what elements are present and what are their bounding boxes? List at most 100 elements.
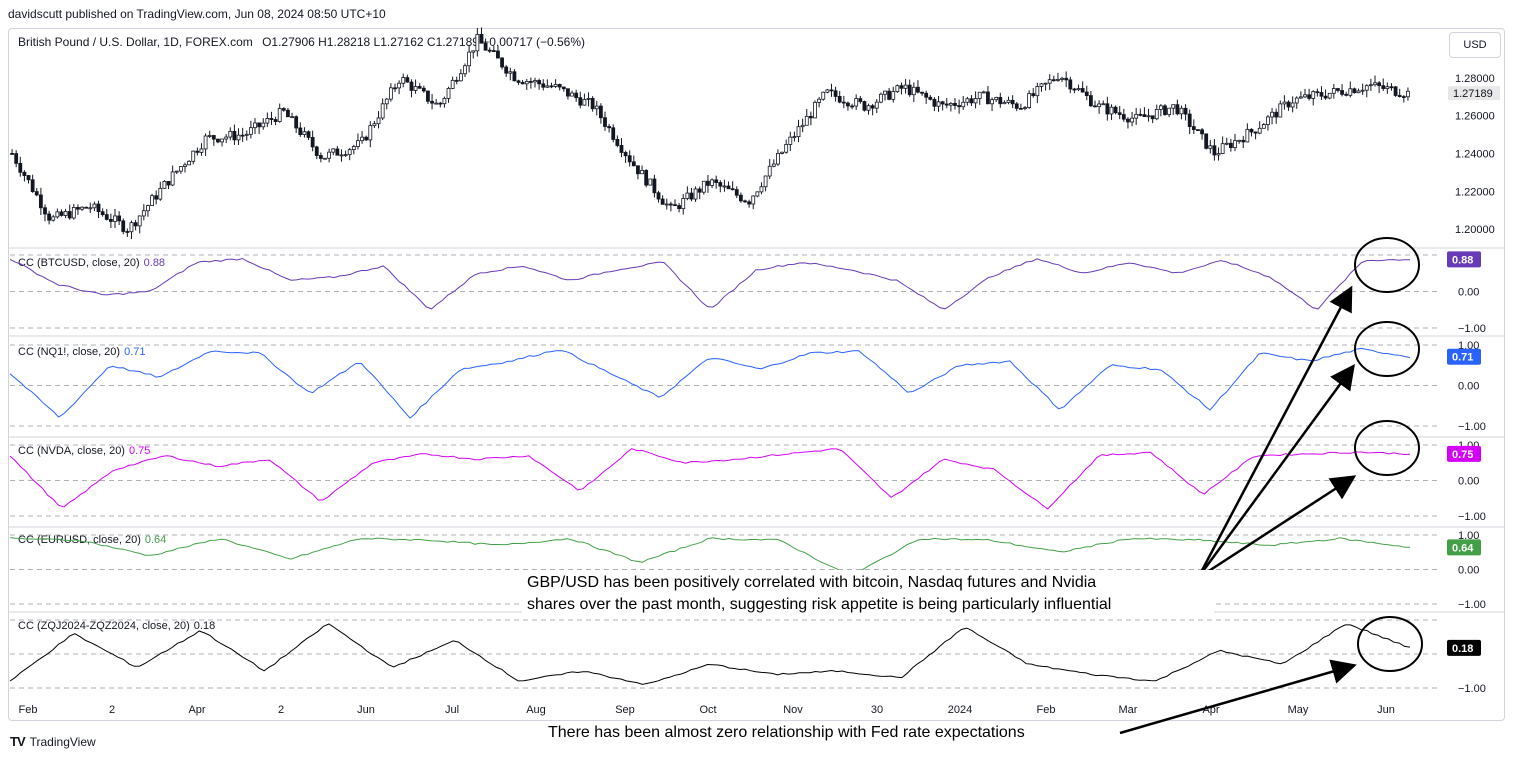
candle-body bbox=[508, 71, 513, 74]
candle-body bbox=[1105, 103, 1110, 115]
candle-body bbox=[1282, 101, 1287, 105]
candle-body bbox=[944, 103, 949, 106]
x-axis-label: Nov bbox=[783, 704, 803, 716]
candle-body bbox=[1261, 124, 1266, 129]
candle-body bbox=[677, 205, 682, 210]
btc-indicator-label[interactable]: CC (BTCUSD, close, 20) 0.88 bbox=[18, 257, 165, 269]
candle-body bbox=[1076, 88, 1081, 91]
candle-body bbox=[26, 175, 31, 181]
candle-body bbox=[652, 178, 657, 194]
candle-body bbox=[1031, 93, 1036, 97]
candle-body bbox=[1023, 107, 1027, 109]
candle-body bbox=[726, 185, 731, 190]
candle-body bbox=[236, 134, 241, 141]
candle-body bbox=[808, 115, 813, 119]
candle-body bbox=[380, 103, 385, 119]
publisher-header: davidscutt published on TradingView.com,… bbox=[8, 7, 386, 21]
candle-body bbox=[323, 157, 327, 160]
candle-body bbox=[1043, 82, 1048, 85]
candle-body bbox=[1018, 107, 1023, 110]
candle-body bbox=[541, 83, 546, 88]
nq-indicator-label[interactable]: CC (NQ1!, close, 20) 0.71 bbox=[18, 346, 146, 358]
candle-body bbox=[207, 135, 212, 137]
candle-body bbox=[516, 80, 521, 83]
candle-body bbox=[994, 97, 999, 101]
currency-button[interactable]: USD bbox=[1449, 32, 1501, 58]
candle-body bbox=[38, 194, 43, 209]
indicator-line-nq bbox=[9, 347, 1411, 419]
candle-body bbox=[257, 122, 262, 128]
candle-body bbox=[347, 149, 352, 156]
nq-label-value: 0.71 bbox=[124, 346, 146, 358]
candle-body bbox=[376, 117, 381, 125]
candle-body bbox=[113, 215, 117, 222]
candle-body bbox=[100, 211, 105, 215]
candle-body bbox=[549, 85, 554, 88]
candle-body bbox=[1088, 95, 1093, 107]
candle-body bbox=[685, 192, 690, 199]
candle-body bbox=[1307, 94, 1312, 99]
candle-body bbox=[953, 103, 957, 106]
indicator-value-tag bbox=[1447, 539, 1481, 556]
tradingview-brand[interactable]: TV TradingView bbox=[10, 734, 96, 749]
candle-body bbox=[841, 101, 846, 104]
candle-body bbox=[957, 105, 962, 108]
x-axis-label: Aug bbox=[526, 704, 546, 716]
candle-body bbox=[479, 33, 484, 44]
indicator-axis-tick: 0.00 bbox=[1458, 565, 1479, 577]
x-axis-label: 2024 bbox=[948, 704, 972, 716]
candle-body bbox=[174, 170, 179, 173]
candle-body bbox=[88, 207, 93, 210]
annotation-arrow bbox=[1197, 475, 1357, 580]
fed-indicator-label[interactable]: CC (ZQJ2024-ZQZ2024, close, 20) 0.18 bbox=[18, 620, 215, 632]
candle-body bbox=[298, 127, 303, 135]
candle-body bbox=[1171, 104, 1176, 109]
brand-name: TradingView bbox=[29, 734, 96, 749]
candle-body bbox=[393, 87, 397, 90]
nq-label-text: CC (NQ1!, close, 20) bbox=[18, 346, 121, 358]
symbol-line[interactable]: British Pound / U.S. Dollar, 1D, FOREX.c… bbox=[18, 35, 585, 49]
candle-body bbox=[417, 86, 422, 89]
candle-body bbox=[187, 160, 192, 166]
candle-body bbox=[883, 90, 887, 95]
candle-body bbox=[1167, 107, 1172, 115]
candle-body bbox=[1035, 86, 1040, 97]
candle-body bbox=[759, 186, 764, 193]
candle-body bbox=[265, 118, 270, 124]
candle-body bbox=[442, 97, 447, 105]
candle-body bbox=[623, 152, 628, 157]
candle-body bbox=[137, 215, 142, 227]
candle-body bbox=[1228, 142, 1233, 149]
candle-body bbox=[1274, 111, 1279, 118]
price-axis-tick: 1.20000 bbox=[1455, 224, 1495, 236]
candle-body bbox=[636, 165, 640, 175]
candle-body bbox=[730, 188, 735, 191]
candle-body bbox=[1142, 114, 1147, 118]
candle-body bbox=[668, 203, 673, 206]
symbol-name[interactable]: British Pound / U.S. Dollar, 1D, FOREX.c… bbox=[18, 35, 253, 49]
indicator-axis-tick: 0.00 bbox=[1458, 381, 1479, 393]
candle-body bbox=[673, 204, 677, 207]
candle-body bbox=[936, 101, 941, 107]
candle-body bbox=[1389, 86, 1394, 89]
candle-body bbox=[611, 127, 616, 140]
candle-body bbox=[648, 178, 653, 186]
candle-body bbox=[948, 103, 953, 106]
eur-indicator-label[interactable]: CC (EURUSD, close, 20) 0.64 bbox=[18, 534, 166, 546]
candle-body bbox=[244, 133, 249, 136]
candle-body bbox=[907, 84, 912, 96]
indicator-value-text: 0.64 bbox=[1452, 542, 1474, 554]
candle-body bbox=[1101, 103, 1106, 106]
candle-body bbox=[545, 85, 550, 88]
candle-body bbox=[557, 84, 562, 88]
candle-body bbox=[796, 126, 801, 138]
candle-body bbox=[1027, 93, 1032, 108]
candle-body bbox=[1233, 140, 1237, 149]
nvda-indicator-label[interactable]: CC (NVDA, close, 20) 0.75 bbox=[18, 445, 150, 457]
candle-body bbox=[331, 148, 336, 153]
indicator-axis-tick: −1.00 bbox=[1458, 599, 1486, 611]
candle-body bbox=[1340, 90, 1344, 95]
candle-body bbox=[932, 98, 937, 107]
candle-body bbox=[1212, 145, 1217, 156]
